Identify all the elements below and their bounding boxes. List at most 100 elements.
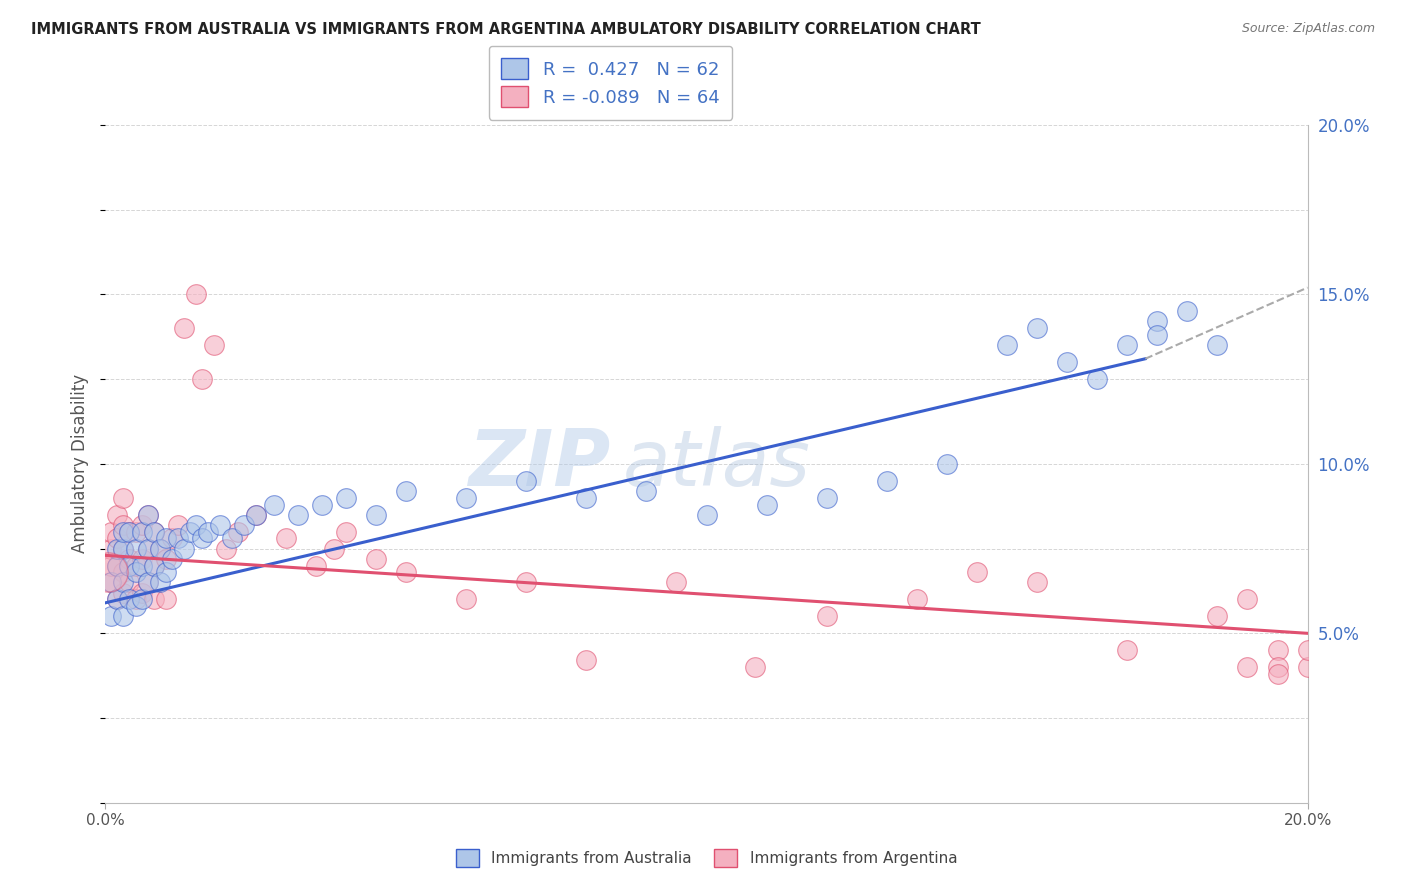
Point (1026, 575, 1049, 590)
Point (107, 541, 129, 556)
Point (1175, 304, 1198, 318)
Point (245, 508, 267, 522)
Point (142, 524, 165, 539)
Point (148, 541, 170, 556)
Point (202, 338, 225, 352)
Point (155, 592, 177, 607)
Point (208, 517, 231, 532)
Point (118, 524, 141, 539)
Point (179, 524, 201, 539)
Point (173, 541, 195, 556)
Text: IMMIGRANTS FROM AUSTRALIA VS IMMIGRANTS FROM ARGENTINA AMBULATORY DISABILITY COR: IMMIGRANTS FROM AUSTRALIA VS IMMIGRANTS … (31, 22, 980, 37)
Point (118, 524, 141, 539)
Point (124, 524, 146, 539)
Text: ZIP: ZIP (468, 425, 610, 502)
Point (184, 517, 207, 532)
Point (107, 558, 129, 573)
Point (636, 483, 658, 498)
Point (100, 575, 122, 590)
Point (190, 532, 212, 546)
Point (124, 566, 146, 580)
Point (190, 372, 212, 386)
Point (142, 558, 165, 573)
Point (142, 524, 165, 539)
Point (395, 566, 418, 580)
Point (1146, 314, 1168, 328)
Point (155, 551, 177, 566)
Point (112, 566, 135, 580)
Point (118, 592, 141, 607)
Point (575, 653, 598, 667)
Point (100, 558, 122, 573)
Point (815, 609, 838, 624)
Point (755, 498, 778, 512)
Point (136, 508, 159, 522)
Point (173, 321, 195, 335)
Point (876, 474, 898, 488)
Point (815, 491, 838, 505)
Point (97, 566, 120, 580)
Point (112, 585, 135, 599)
Point (107, 508, 129, 522)
Point (100, 524, 122, 539)
Point (124, 541, 146, 556)
Point (112, 524, 135, 539)
Point (136, 575, 159, 590)
Legend: Immigrants from Australia, Immigrants from Argentina: Immigrants from Australia, Immigrants fr… (450, 843, 963, 873)
Point (160, 551, 183, 566)
Point (454, 491, 477, 505)
Point (136, 541, 159, 556)
Point (112, 541, 135, 556)
Text: Source: ZipAtlas.com: Source: ZipAtlas.com (1241, 22, 1375, 36)
Point (160, 532, 183, 546)
Point (118, 575, 141, 590)
Point (1026, 321, 1049, 335)
Point (515, 575, 537, 590)
Point (226, 524, 249, 539)
Point (395, 483, 418, 498)
Point (131, 558, 153, 573)
Point (335, 491, 357, 505)
Point (124, 599, 146, 614)
Point (131, 517, 153, 532)
Point (184, 287, 207, 301)
Point (112, 575, 135, 590)
Point (1236, 660, 1258, 674)
Point (112, 517, 135, 532)
Point (131, 592, 153, 607)
Point (107, 532, 129, 546)
Point (197, 524, 219, 539)
Point (1236, 592, 1258, 607)
Point (232, 517, 254, 532)
Point (1206, 338, 1229, 352)
Point (287, 508, 309, 522)
Point (107, 592, 129, 607)
Point (112, 609, 135, 624)
Point (124, 558, 146, 573)
Point (155, 532, 177, 546)
Y-axis label: Ambulatory Disability: Ambulatory Disability (72, 375, 90, 553)
Point (221, 532, 243, 546)
Point (112, 491, 135, 505)
Point (124, 592, 146, 607)
Text: atlas: atlas (623, 425, 810, 502)
Point (995, 338, 1018, 352)
Point (905, 592, 928, 607)
Point (118, 551, 141, 566)
Point (100, 575, 122, 590)
Point (112, 541, 135, 556)
Point (100, 541, 122, 556)
Point (454, 592, 477, 607)
Point (515, 474, 537, 488)
Point (148, 541, 170, 556)
Point (696, 508, 718, 522)
Point (744, 660, 766, 674)
Point (245, 508, 267, 522)
Point (142, 558, 165, 573)
Point (1267, 643, 1289, 657)
Point (1296, 643, 1319, 657)
Point (148, 575, 170, 590)
Point (107, 558, 129, 573)
Point (107, 592, 129, 607)
Point (214, 541, 236, 556)
